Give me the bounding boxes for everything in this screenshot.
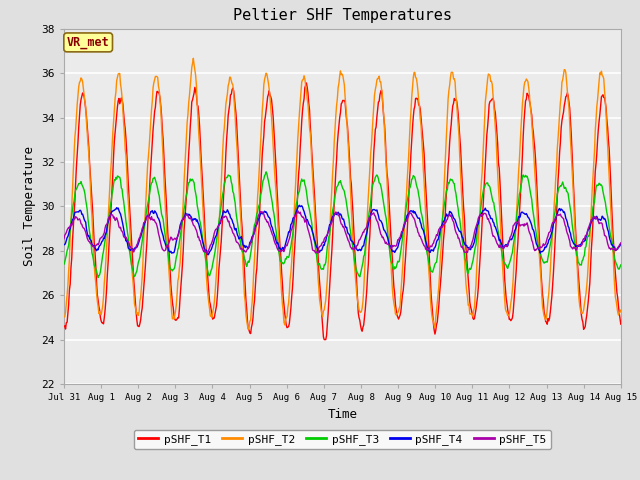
pSHF_T5 — [214, 224, 222, 229]
pSHF_T1 — [428, 301, 436, 307]
pSHF_T3 — [128, 265, 136, 271]
pSHF_T2 — [60, 314, 68, 320]
Text: VR_met: VR_met — [67, 36, 109, 49]
pSHF_T4 — [127, 246, 135, 252]
pSHF_T2 — [189, 55, 197, 61]
pSHF_T1 — [184, 166, 192, 171]
Line: pSHF_T4: pSHF_T4 — [64, 205, 621, 255]
pSHF_T2 — [428, 312, 436, 318]
pSHF_T5 — [428, 244, 436, 250]
pSHF_T5 — [412, 221, 419, 227]
pSHF_T1 — [127, 236, 135, 241]
pSHF_T3 — [617, 262, 625, 268]
pSHF_T2 — [70, 151, 78, 156]
pSHF_T4 — [60, 242, 68, 248]
pSHF_T4 — [428, 247, 436, 253]
pSHF_T4 — [184, 211, 192, 217]
pSHF_T2 — [184, 112, 192, 118]
pSHF_T4 — [214, 224, 222, 229]
pSHF_T5 — [70, 216, 78, 221]
pSHF_T5 — [204, 251, 211, 256]
pSHF_T4 — [70, 213, 78, 219]
pSHF_T3 — [70, 198, 78, 204]
pSHF_T2 — [214, 244, 222, 250]
pSHF_T4 — [412, 211, 419, 216]
pSHF_T3 — [94, 275, 102, 280]
pSHF_T1 — [70, 210, 78, 216]
pSHF_T4 — [617, 241, 625, 247]
pSHF_T1 — [60, 324, 68, 329]
Y-axis label: Soil Temperature: Soil Temperature — [23, 146, 36, 266]
pSHF_T3 — [262, 169, 270, 175]
pSHF_T2 — [127, 259, 135, 265]
pSHF_T3 — [428, 269, 436, 275]
Title: Peltier SHF Temperatures: Peltier SHF Temperatures — [233, 9, 452, 24]
pSHF_T2 — [412, 75, 419, 81]
pSHF_T5 — [294, 208, 301, 214]
Line: pSHF_T5: pSHF_T5 — [64, 211, 621, 253]
pSHF_T3 — [60, 261, 68, 267]
pSHF_T2 — [617, 307, 625, 313]
pSHF_T1 — [214, 293, 221, 299]
pSHF_T2 — [244, 326, 252, 332]
pSHF_T5 — [184, 213, 192, 218]
Line: pSHF_T1: pSHF_T1 — [64, 83, 621, 340]
pSHF_T1 — [303, 80, 310, 86]
pSHF_T5 — [617, 240, 625, 246]
Line: pSHF_T3: pSHF_T3 — [64, 172, 621, 277]
pSHF_T4 — [296, 203, 303, 208]
pSHF_T3 — [185, 180, 193, 186]
pSHF_T3 — [214, 227, 222, 232]
pSHF_T3 — [412, 178, 419, 183]
pSHF_T4 — [204, 252, 212, 258]
pSHF_T5 — [127, 246, 135, 252]
pSHF_T5 — [60, 236, 68, 241]
Line: pSHF_T2: pSHF_T2 — [64, 58, 621, 329]
pSHF_T1 — [617, 321, 625, 327]
Legend: pSHF_T1, pSHF_T2, pSHF_T3, pSHF_T4, pSHF_T5: pSHF_T1, pSHF_T2, pSHF_T3, pSHF_T4, pSHF… — [134, 430, 551, 449]
pSHF_T1 — [321, 337, 328, 343]
X-axis label: Time: Time — [328, 408, 357, 420]
pSHF_T1 — [412, 96, 419, 101]
